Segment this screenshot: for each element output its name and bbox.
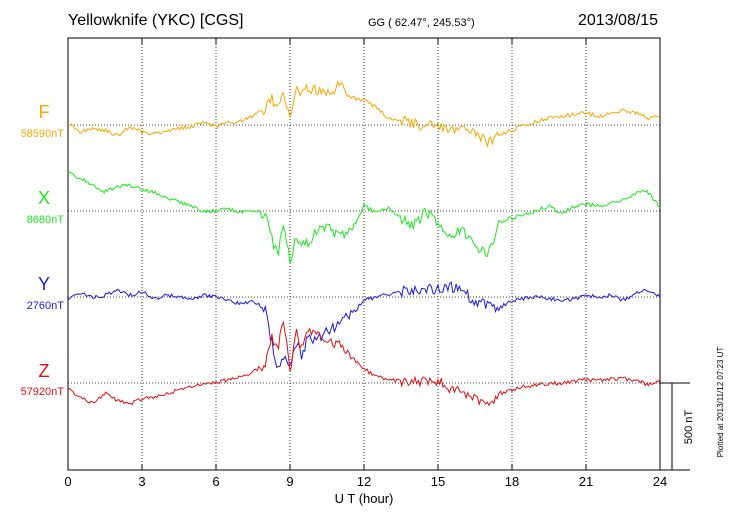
x-tick-label: 18 (505, 474, 519, 489)
series-labels: F 58590nT X 8680nT Y 2760nT Z 57920nT (21, 102, 65, 398)
series-name-Y: Y (38, 274, 50, 294)
x-axis-ticks: 0 3 6 9 12 15 18 21 24 (64, 38, 667, 489)
series-name-X: X (38, 188, 50, 208)
series-name-F: F (39, 102, 50, 122)
geographic-coordinates: GG ( 62.47°, 245.53°) (368, 17, 475, 29)
series-baseline-Z: 57920nT (21, 386, 65, 398)
x-tick-label: 21 (579, 474, 593, 489)
series-group (67, 80, 661, 407)
series-line-F (67, 80, 661, 147)
scale-bar-label: 500 nT (683, 410, 695, 445)
plotted-timestamp: Plotted at 2013/11/12 07:23 UT (716, 347, 725, 458)
x-tick-label: 0 (64, 474, 71, 489)
series-baseline-F: 58590nT (21, 128, 65, 140)
x-tick-label: 15 (431, 474, 445, 489)
scale-bar: 500 nT (660, 382, 695, 471)
date-title: 2013/08/15 (578, 12, 659, 29)
grid (68, 38, 660, 470)
x-tick-label: 6 (212, 474, 219, 489)
x-tick-label: 9 (286, 474, 293, 489)
x-tick-label: 3 (138, 474, 145, 489)
x-tick-label: 24 (653, 474, 667, 489)
series-line-Y (67, 280, 661, 369)
series-line-Z (67, 320, 661, 407)
x-axis-label: U T (hour) (335, 491, 394, 506)
x-tick-label: 12 (357, 474, 371, 489)
series-baseline-X: 8680nT (27, 214, 65, 226)
series-baseline-Y: 2760nT (27, 300, 65, 312)
series-line-X (67, 171, 661, 264)
series-name-Z: Z (39, 361, 50, 381)
station-title: Yellowknife (YKC) [CGS] (68, 12, 244, 29)
